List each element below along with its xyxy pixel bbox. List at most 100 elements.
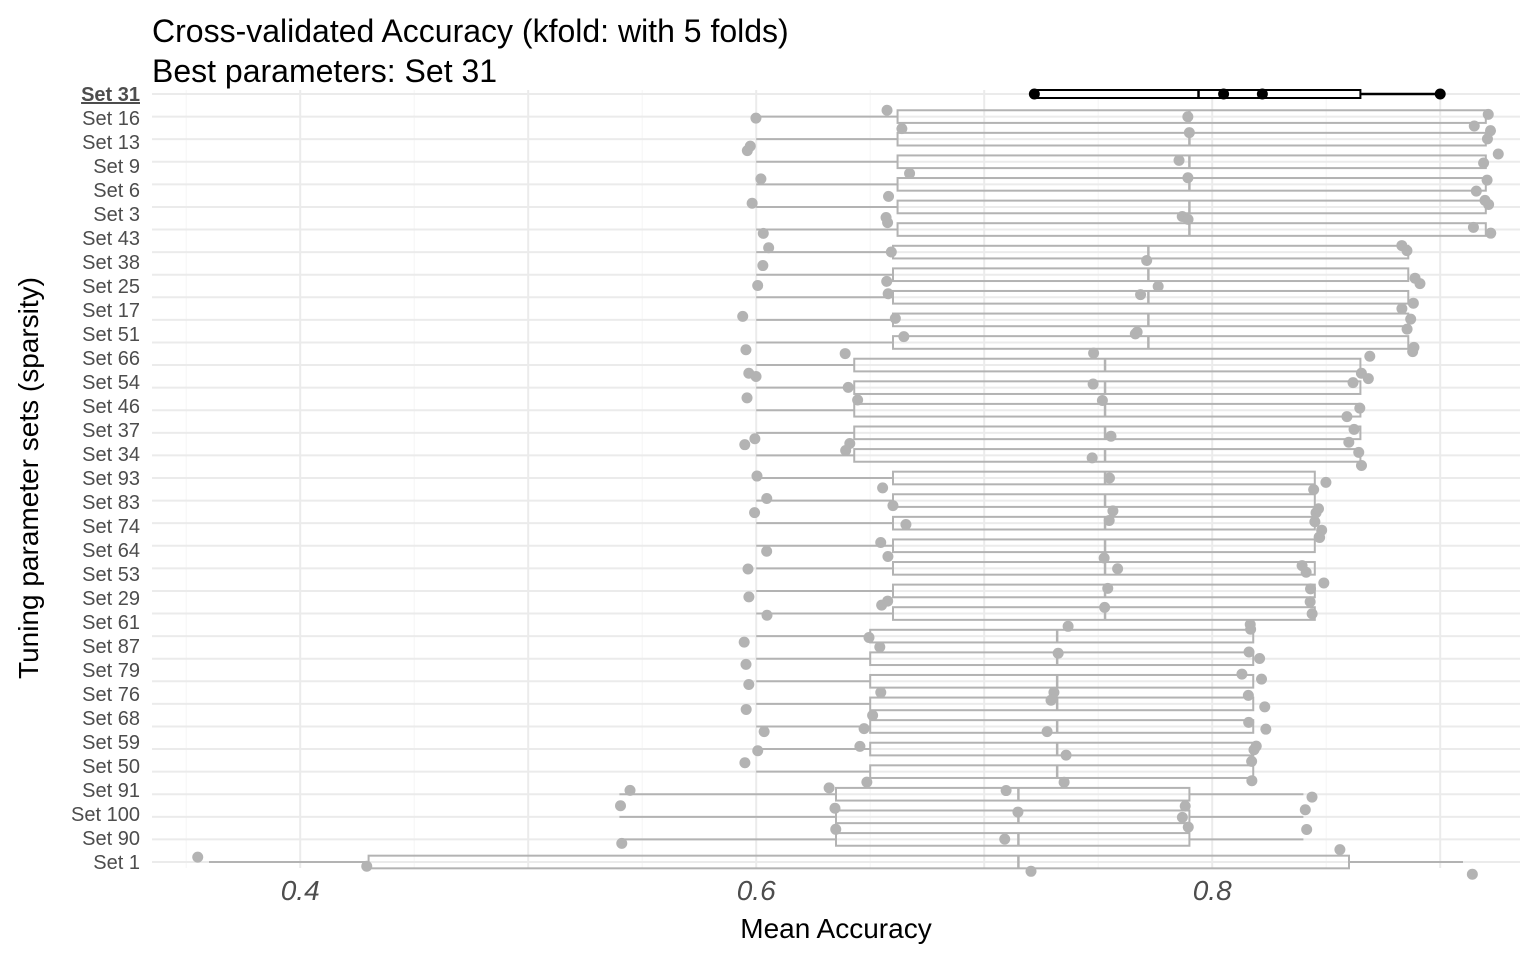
fold-point	[1179, 800, 1191, 812]
y-tick-label: Set 46	[82, 396, 140, 418]
fold-point	[1355, 460, 1367, 472]
fold-point	[881, 275, 893, 287]
fold-point	[1309, 516, 1321, 528]
y-tick-label: Set 66	[82, 348, 140, 370]
fold-point	[854, 740, 866, 752]
fold-point	[740, 344, 752, 356]
fold-point	[839, 348, 851, 360]
fold-point	[887, 500, 899, 512]
fold-point	[1062, 620, 1074, 632]
y-tick-label: Set 37	[82, 420, 140, 442]
box-body	[869, 628, 1255, 644]
fold-point	[1182, 111, 1194, 123]
fold-point	[1060, 749, 1072, 761]
fold-point	[1012, 806, 1024, 818]
fold-point	[749, 433, 761, 445]
fold-point	[615, 800, 627, 812]
fold-point	[1467, 221, 1479, 233]
fold-point	[1300, 566, 1312, 578]
fold-point	[1086, 452, 1098, 464]
fold-point	[1183, 127, 1195, 139]
fold-point	[823, 782, 835, 794]
y-tick-label-best: Set 31	[81, 84, 140, 106]
fold-point	[1107, 505, 1119, 517]
fold-point	[616, 837, 628, 849]
fold-point	[1182, 821, 1194, 833]
fold-point	[1000, 785, 1012, 797]
boxplot-boxes	[209, 89, 1487, 870]
fold-point	[752, 745, 764, 757]
fold-point	[1243, 716, 1255, 728]
fold-point	[739, 439, 751, 451]
fold-point	[1236, 668, 1248, 680]
y-tick-label: Set 83	[82, 492, 140, 514]
fold-point	[1099, 601, 1111, 613]
box-body	[892, 244, 1410, 260]
fold-point	[1152, 280, 1164, 292]
fold-point	[737, 310, 749, 322]
fold-point	[885, 246, 897, 258]
fold-point	[1483, 198, 1495, 210]
fold-point	[1246, 775, 1258, 787]
fold-point	[900, 519, 912, 531]
chart-title: Cross-validated Accuracy (kfold: with 5 …	[152, 13, 789, 49]
fold-point	[1041, 726, 1053, 738]
fold-point	[1407, 297, 1419, 309]
box-body	[896, 154, 1487, 170]
y-tick-label: Set 43	[82, 228, 140, 250]
y-tick-label: Set 17	[82, 300, 140, 322]
fold-point	[740, 658, 752, 670]
fold-point	[1318, 577, 1330, 589]
fold-point	[1407, 346, 1419, 358]
x-tick-label: 0.6	[737, 875, 776, 906]
y-tick-label: Set 76	[82, 684, 140, 706]
fold-point	[1182, 213, 1194, 225]
fold-point	[750, 112, 762, 124]
fold-point	[1259, 701, 1271, 713]
y-tick-label: Set 93	[82, 468, 140, 490]
fold-point	[761, 492, 773, 504]
y-tick-label: Set 13	[82, 132, 140, 154]
fold-point	[1246, 755, 1258, 767]
fold-point	[1176, 811, 1188, 823]
fold-point	[1306, 791, 1318, 803]
fold-point	[1112, 563, 1124, 575]
fold-point	[1364, 350, 1376, 362]
y-tick-label: Set 87	[82, 636, 140, 658]
fold-point	[1353, 446, 1365, 458]
y-tick-label: Set 50	[82, 756, 140, 778]
y-tick-label: Set 34	[82, 444, 140, 466]
fold-point	[863, 631, 875, 643]
y-tick-label: Set 38	[82, 252, 140, 274]
box-body	[835, 786, 1191, 802]
best-fold-point	[1256, 88, 1268, 100]
box-body	[853, 448, 1362, 463]
fold-point	[624, 784, 636, 796]
fold-point	[1362, 373, 1374, 385]
fold-point	[882, 217, 894, 229]
fold-point	[1098, 552, 1110, 564]
fold-point	[757, 260, 769, 272]
y-tick-label: Set 79	[82, 660, 140, 682]
fold-point	[1320, 476, 1332, 488]
fold-point	[1299, 804, 1311, 816]
fold-point	[742, 563, 754, 575]
fold-point	[840, 445, 852, 457]
fold-point	[1129, 328, 1141, 340]
fold-point	[1341, 411, 1353, 423]
box-body	[896, 199, 1487, 215]
y-tick-label: Set 100	[71, 804, 140, 826]
fold-point	[1025, 865, 1037, 877]
fold-point	[1045, 694, 1057, 706]
fold-point	[1470, 185, 1482, 197]
box-body	[835, 832, 1191, 847]
fold-point	[743, 591, 755, 603]
y-tick-label: Set 68	[82, 708, 140, 730]
fold-point	[361, 860, 373, 872]
best-fold-point	[1028, 88, 1040, 100]
y-tick-label: Set 9	[93, 156, 140, 178]
fold-point	[1250, 740, 1262, 752]
x-axis-label: Mean Accuracy	[740, 913, 931, 944]
fold-point	[875, 686, 887, 698]
